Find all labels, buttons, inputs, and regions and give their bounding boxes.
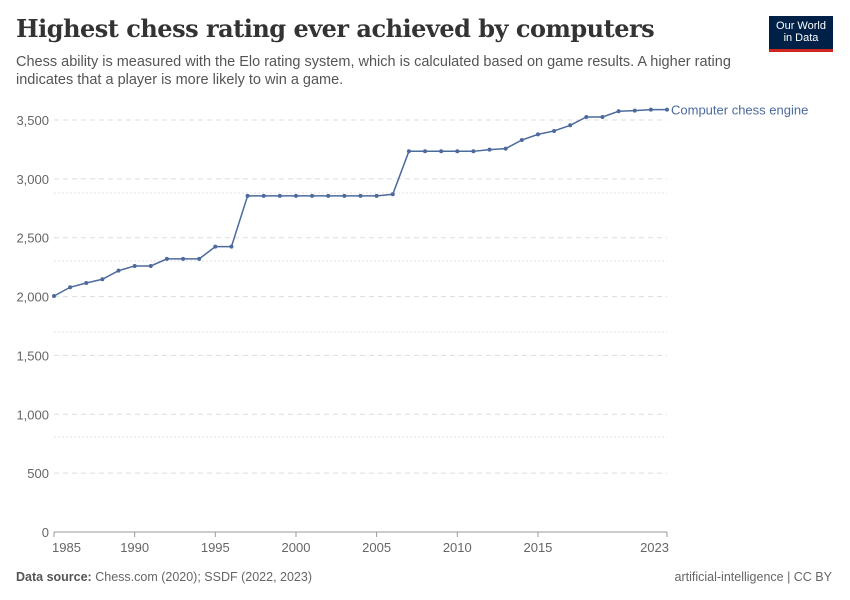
data-point bbox=[52, 293, 56, 298]
data-point bbox=[293, 193, 298, 198]
x-tick-label: 2010 bbox=[443, 540, 472, 555]
chart-title: Highest chess rating ever achieved by co… bbox=[16, 14, 655, 43]
x-tick-label: 2015 bbox=[523, 540, 552, 555]
data-point bbox=[471, 149, 476, 154]
data-point bbox=[519, 138, 524, 143]
data-point bbox=[503, 146, 508, 151]
chart-subtitle: Chess ability is measured with the Elo r… bbox=[16, 54, 731, 88]
source-text[interactable]: Chess.com (2020); SSDF (2022, 2023) bbox=[95, 570, 312, 584]
data-point bbox=[84, 281, 89, 286]
data-point bbox=[68, 285, 73, 290]
source-label: Data source: bbox=[16, 570, 92, 584]
x-tick-label: 2023 bbox=[640, 540, 669, 555]
series-label: Computer chess engine bbox=[671, 103, 808, 118]
x-tick-label: 1995 bbox=[201, 540, 230, 555]
data-point bbox=[455, 149, 460, 154]
logo-line1: Our World bbox=[776, 20, 826, 32]
data-point bbox=[616, 109, 621, 114]
data-point bbox=[181, 256, 186, 261]
data-point bbox=[584, 114, 589, 119]
series-line bbox=[53, 108, 667, 297]
data-point bbox=[487, 147, 492, 152]
data-point bbox=[277, 193, 282, 198]
x-tick-label: 1985 bbox=[52, 540, 81, 555]
license[interactable]: artificial-intelligence | CC BY bbox=[674, 570, 832, 584]
y-tick-label: 1,000 bbox=[16, 407, 49, 422]
data-point bbox=[229, 244, 234, 249]
y-tick-label: 2,000 bbox=[16, 290, 49, 305]
data-point bbox=[100, 277, 105, 282]
data-point bbox=[358, 193, 363, 198]
data-point bbox=[535, 132, 540, 137]
data-point bbox=[116, 268, 121, 273]
data-point bbox=[261, 193, 266, 198]
data-point bbox=[245, 193, 250, 198]
x-tick-label: 1990 bbox=[120, 540, 149, 555]
data-point bbox=[552, 128, 557, 133]
logo-line2: in Data bbox=[783, 32, 819, 44]
y-tick-label: 1,500 bbox=[16, 348, 49, 363]
y-tick-label: 3,500 bbox=[16, 113, 49, 128]
data-point bbox=[423, 149, 428, 154]
data-point bbox=[568, 123, 573, 128]
owid-logo[interactable]: Our World in Data bbox=[769, 16, 833, 52]
data-point bbox=[310, 193, 315, 198]
x-tick-label: 2005 bbox=[362, 540, 391, 555]
data-point bbox=[632, 108, 637, 113]
data-point bbox=[148, 263, 153, 268]
y-tick-label: 0 bbox=[42, 525, 49, 540]
y-tick-label: 500 bbox=[27, 466, 49, 481]
data-point bbox=[390, 192, 395, 197]
data-source: Data source: Chess.com (2020); SSDF (202… bbox=[16, 570, 312, 584]
data-point bbox=[164, 256, 169, 261]
data-point bbox=[342, 193, 347, 198]
data-point bbox=[132, 263, 137, 268]
data-point bbox=[439, 149, 444, 154]
data-point bbox=[665, 107, 669, 112]
data-point bbox=[213, 244, 218, 249]
data-point bbox=[197, 256, 202, 261]
data-point bbox=[374, 193, 379, 198]
y-tick-label: 2,500 bbox=[16, 231, 49, 246]
x-tick-label: 2000 bbox=[282, 540, 311, 555]
y-tick-label: 3,000 bbox=[16, 172, 49, 187]
data-point bbox=[406, 149, 411, 154]
data-point bbox=[648, 107, 653, 112]
data-point bbox=[326, 193, 331, 198]
data-point bbox=[600, 114, 605, 119]
